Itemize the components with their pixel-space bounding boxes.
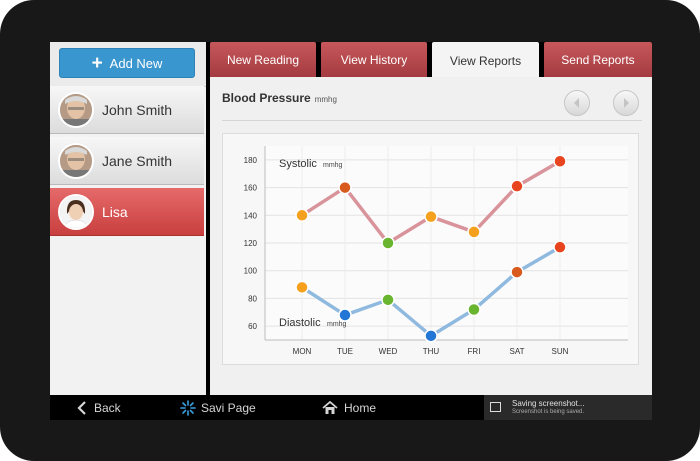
tab-label: View Reports — [449, 53, 522, 68]
reports-panel: Blood Pressure mmhg 60 80 100 120 140 160 180 MO… — [210, 77, 652, 395]
next-button[interactable] — [613, 90, 639, 116]
page-title: Blood Pressure mmhg — [222, 91, 337, 105]
add-new-button[interactable]: + Add New — [59, 48, 195, 78]
contact-name: John Smith — [102, 101, 173, 118]
contact-item-john-smith[interactable]: John Smith — [50, 86, 204, 134]
image-icon — [490, 402, 501, 412]
data-point-diastolic — [381, 293, 395, 307]
x-tick-label: WED — [379, 347, 398, 356]
home-button[interactable]: Home — [322, 395, 376, 420]
add-new-label: Add New — [109, 55, 163, 71]
data-point-systolic — [553, 154, 567, 168]
data-point-diastolic — [467, 302, 481, 317]
series-unit-label: mmhg — [323, 162, 343, 169]
data-point-systolic — [381, 236, 395, 250]
x-tick-label: MON — [293, 347, 312, 356]
home-label: Home — [344, 400, 377, 415]
data-point-diastolic — [338, 308, 352, 322]
x-tick-label: TUE — [337, 347, 353, 356]
contact-name: Lisa — [102, 203, 128, 220]
home-icon — [322, 400, 338, 414]
tab-label: View History — [340, 52, 408, 67]
chevron-left-icon — [574, 98, 579, 108]
avatar — [58, 91, 94, 128]
panel-title-text: Blood Pressure — [222, 91, 311, 105]
tab-label: New Reading — [226, 52, 300, 67]
app-screen: + Add New John Smith — [50, 42, 652, 420]
y-tick-label: 120 — [244, 239, 258, 248]
data-point-systolic — [424, 209, 438, 224]
series-label-systolic: Systolic — [279, 158, 317, 170]
panel-unit: mmhg — [314, 95, 337, 104]
series-unit-label: mmhg — [327, 321, 347, 328]
data-point-diastolic — [295, 280, 309, 295]
tab-view-reports[interactable]: View Reports — [432, 42, 539, 79]
data-point-systolic — [338, 180, 352, 195]
y-tick-label: 140 — [244, 211, 258, 220]
avatar — [58, 142, 94, 179]
y-tick-label: 80 — [248, 294, 257, 303]
x-tick-label: SUN — [552, 347, 569, 356]
tab-label: Send Reports — [561, 52, 635, 67]
back-label: Back — [94, 400, 121, 415]
avatar — [58, 193, 94, 230]
contacts-sidebar: + Add New John Smith — [50, 42, 206, 395]
blood-pressure-chart: 60 80 100 120 140 160 180 MON TUE WED THU FRI SAT SUN… — [244, 146, 628, 356]
series-label-diastolic: Diastolic — [279, 317, 321, 329]
data-point-systolic — [510, 179, 524, 193]
back-button[interactable]: Back — [76, 395, 121, 420]
x-tick-label: THU — [423, 347, 440, 356]
y-tick-label: 60 — [248, 322, 257, 331]
notification-subtitle: Screenshot is being saved. — [512, 409, 585, 415]
data-point-diastolic — [553, 240, 567, 254]
savi-logo-icon — [180, 399, 196, 416]
contact-item-jane-smith[interactable]: Jane Smith — [50, 137, 204, 185]
data-point-diastolic — [424, 329, 438, 343]
data-point-diastolic — [510, 265, 524, 279]
y-tick-label: 160 — [244, 184, 258, 193]
savi-page-button[interactable]: Savi Page — [180, 395, 256, 420]
chart-container: 60 80 100 120 140 160 180 MON TUE WED THU FRI SAT SUN… — [222, 133, 639, 365]
previous-button[interactable] — [564, 90, 590, 116]
savi-page-label: Savi Page — [201, 400, 256, 415]
title-divider — [222, 120, 642, 121]
tab-view-history[interactable]: View History — [321, 42, 427, 77]
data-point-systolic — [467, 225, 481, 239]
tab-send-reports[interactable]: Send Reports — [544, 42, 652, 77]
chevron-right-icon — [624, 98, 629, 108]
screenshot-notification[interactable]: Saving screenshot... Screenshot is being… — [484, 395, 652, 420]
tab-new-reading[interactable]: New Reading — [210, 42, 316, 77]
plus-icon: + — [91, 52, 103, 74]
y-tick-label: 180 — [244, 156, 258, 165]
contact-name: Jane Smith — [102, 152, 173, 169]
x-tick-label: SAT — [510, 347, 525, 356]
data-point-systolic — [295, 208, 309, 223]
notification-title: Saving screenshot... — [512, 399, 585, 408]
add-new-area: + Add New — [50, 42, 206, 87]
chevron-left-icon — [77, 400, 86, 415]
main-content: New Reading View History View Reports Se… — [210, 42, 652, 395]
contact-item-lisa[interactable]: Lisa — [50, 188, 204, 236]
y-tick-label: 100 — [244, 267, 258, 276]
x-tick-label: FRI — [468, 347, 481, 356]
